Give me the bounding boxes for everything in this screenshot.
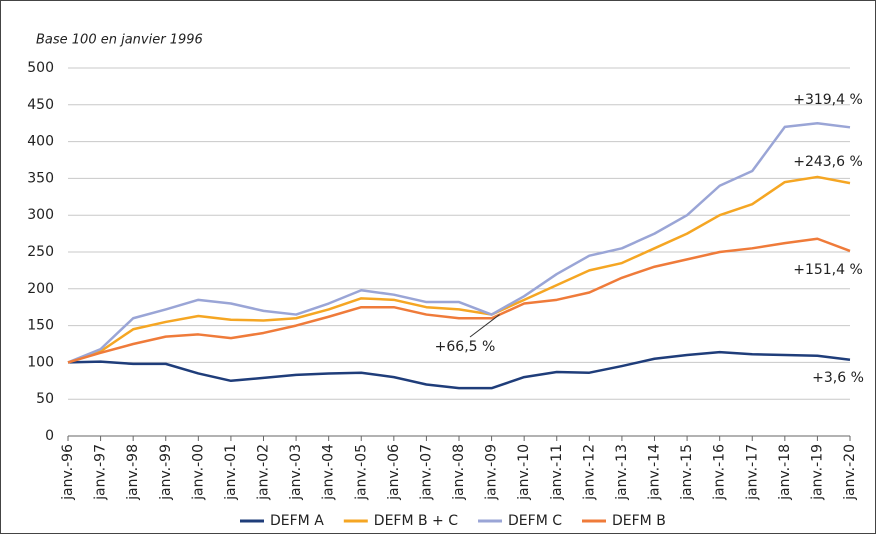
x-tick-label: janv.-02 [256,444,272,501]
x-tick-label: janv.-99 [158,444,174,501]
legend-label: DEFM B [612,513,666,529]
x-tick-label: janv.-11 [549,444,565,501]
series-line [67,350,851,390]
series-line [67,175,851,364]
y-tick-label: 100 [27,354,54,370]
x-tick-label: janv.-08 [451,444,467,501]
x-tick-label: janv.-15 [679,444,695,501]
x-tick-label: janv.-12 [581,444,597,501]
legend-label: DEFM C [508,513,562,529]
y-tick-label: 400 [27,134,54,150]
annotation: +151,4 % [793,262,863,278]
annotation: +3,6 % [812,370,864,386]
x-tick-label: janv.-13 [614,444,630,501]
annotation: +243,6 % [793,154,863,170]
y-tick-label: 350 [27,170,54,186]
x-tick-label: janv.-97 [93,444,109,501]
x-tick-label: janv.-01 [223,444,239,501]
x-tick-label: janv.-19 [809,444,825,501]
legend-label: DEFM A [270,513,324,529]
x-tick-label: janv.-98 [125,444,141,501]
x-tick-label: janv.-03 [288,444,304,501]
y-tick-label: 0 [45,428,54,444]
x-tick-label: janv.-96 [60,444,76,501]
x-tick-label: janv.-07 [418,444,434,501]
y-tick-label: 150 [27,318,54,334]
x-tick-label: janv.-20 [842,444,858,501]
x-tick-label: janv.-18 [777,444,793,501]
x-tick-label: janv.-00 [190,444,206,501]
x-tick-label: janv.-04 [321,444,337,501]
x-tick-label: janv.-09 [484,444,500,501]
y-tick-label: 300 [27,207,54,223]
annotation: +66,5 % [435,339,496,355]
series-line [67,121,851,364]
x-tick-label: janv.-14 [647,444,663,501]
annotation: +319,4 % [793,92,863,108]
x-tick-label: janv.-16 [712,444,728,501]
x-tick-label: janv.-17 [744,444,760,501]
y-tick-label: 450 [27,97,54,113]
x-tick-label: janv.-10 [516,444,532,501]
y-tick-label: 50 [36,391,54,407]
chart-subtitle: Base 100 en janvier 1996 [36,33,203,48]
y-tick-label: 500 [27,60,54,76]
annotation-leader [469,314,500,338]
x-tick-label: janv.-05 [353,444,369,501]
legend-label: DEFM B + C [374,513,458,529]
series-line [67,237,851,364]
y-tick-label: 250 [27,244,54,260]
y-tick-label: 200 [27,281,54,297]
x-tick-label: janv.-06 [386,444,402,501]
